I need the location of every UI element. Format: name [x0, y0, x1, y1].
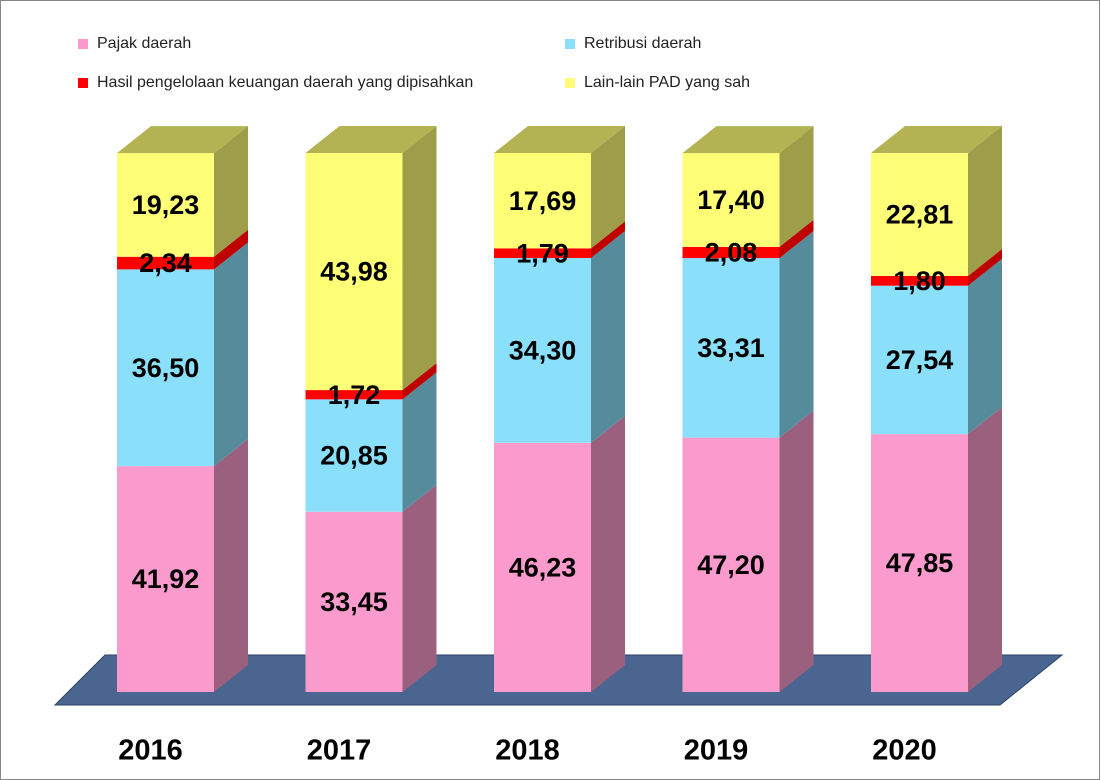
bar-segment [117, 256, 214, 270]
bar-side [779, 410, 814, 692]
bar-side [214, 242, 248, 467]
bar-segment [494, 153, 591, 249]
bar-segment [682, 437, 780, 692]
data-label: 34,30 [509, 336, 577, 366]
bar-top [871, 126, 1002, 154]
data-label: 43,98 [320, 257, 388, 287]
x-tick-label: 2018 [495, 735, 560, 767]
data-label: 22,81 [886, 200, 954, 230]
bar-side [968, 258, 1002, 435]
bar-segment [305, 511, 403, 692]
bar-side [591, 221, 625, 258]
data-label: 27,54 [886, 345, 954, 375]
bar-side [779, 126, 814, 247]
bar-segment [494, 442, 591, 692]
data-label: 19,23 [132, 190, 200, 220]
data-label: 2,08 [705, 238, 758, 268]
bar-top [305, 126, 437, 154]
bar-segment [117, 269, 214, 467]
bar-segment [682, 258, 780, 438]
bar-top [682, 126, 814, 154]
legend-swatch [78, 78, 88, 88]
data-label: 20,85 [320, 441, 388, 471]
bar-top [494, 126, 625, 153]
data-label: 47,85 [886, 548, 954, 578]
data-label: 46,23 [509, 553, 577, 583]
bar-side [968, 248, 1002, 286]
data-label: 17,40 [697, 185, 765, 215]
bar-side [968, 407, 1002, 692]
legend-label: Lain-lain PAD yang sah [584, 74, 750, 91]
bar-side [402, 363, 437, 400]
legend-swatch [565, 78, 575, 88]
data-label: 33,31 [697, 333, 765, 363]
bar-side [591, 230, 625, 443]
bar-segment [682, 246, 780, 259]
legend-label: Retribusi daerah [584, 35, 701, 52]
bar-side [591, 126, 625, 249]
data-label: 47,20 [697, 550, 765, 580]
bar-side [214, 439, 248, 692]
bar-segment [494, 248, 591, 258]
bar-segment [117, 466, 214, 692]
bar-side [779, 219, 814, 259]
data-label: 1,80 [893, 266, 946, 296]
x-tick-label: 2019 [684, 735, 749, 767]
bar-side [779, 231, 814, 438]
bar-side [968, 126, 1002, 276]
bar-side [402, 372, 437, 512]
data-label: 2,34 [139, 248, 192, 278]
bar-segment [117, 153, 214, 257]
bar-segment [871, 153, 968, 276]
data-label: 36,50 [132, 353, 200, 383]
legend-label: Hasil pengelolaan keuangan daerah yang d… [97, 74, 473, 91]
bar-side [402, 484, 437, 692]
legend-swatch [78, 39, 88, 49]
legend-swatch [565, 39, 575, 49]
bar-segment [494, 257, 591, 443]
x-tick-label: 2016 [118, 735, 183, 767]
data-label: 1,72 [328, 380, 381, 410]
bar-segment [871, 434, 968, 692]
bar-segment [682, 153, 780, 247]
bar-segment [305, 399, 403, 512]
bar-segment [305, 153, 403, 391]
bar-segment [871, 285, 968, 435]
x-tick-label: 2020 [872, 735, 937, 767]
bar-side [214, 126, 248, 257]
data-label: 1,79 [516, 238, 569, 268]
x-tick-label: 2017 [307, 735, 372, 767]
data-label: 33,45 [320, 587, 388, 617]
bar-segment [305, 390, 403, 400]
bar-side [591, 415, 625, 692]
bar-side [214, 229, 248, 270]
bar-side [402, 126, 437, 391]
bar-top [117, 126, 248, 154]
data-label: 41,92 [132, 564, 200, 594]
legend-label: Pajak daerah [97, 35, 191, 52]
bar-segment [871, 275, 968, 286]
data-label: 17,69 [509, 186, 577, 216]
